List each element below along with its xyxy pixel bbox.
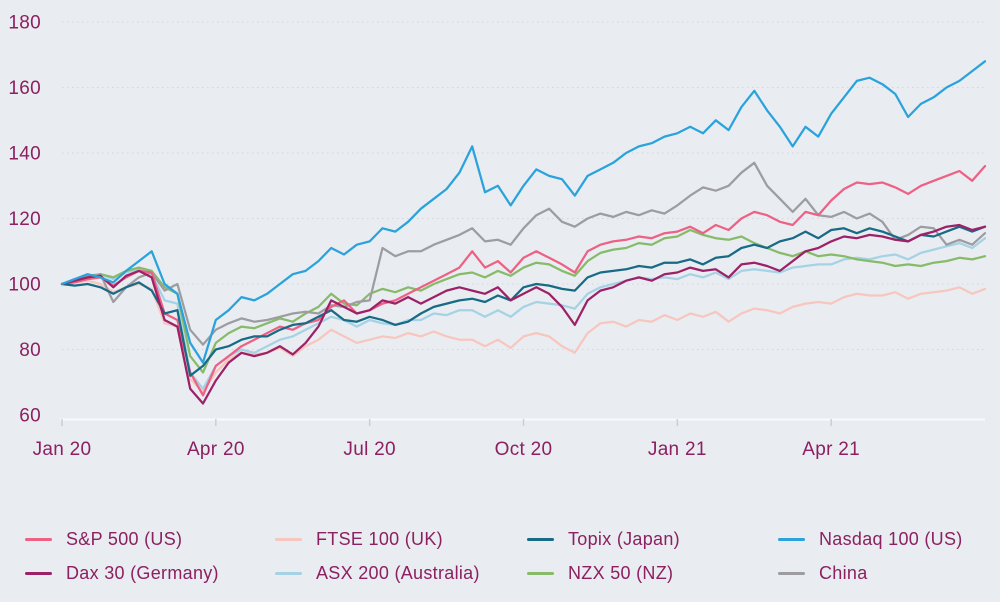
y-tick-label-80: 80 bbox=[19, 340, 41, 361]
series-line-china bbox=[60, 161, 987, 346]
series-line-dax-30-germany bbox=[60, 223, 987, 405]
series-line-asx-200-australia bbox=[60, 237, 987, 390]
y-tick-label-120: 120 bbox=[8, 209, 41, 230]
x-tick-label-jul-20: Jul 20 bbox=[343, 439, 396, 460]
x-tick-label-jan-20: Jan 20 bbox=[33, 439, 92, 460]
x-tick-label-apr-20: Apr 20 bbox=[187, 439, 245, 460]
y-tick-label-140: 140 bbox=[8, 144, 41, 165]
y-tick-label-60: 60 bbox=[19, 406, 41, 427]
x-tick-label-apr-21: Apr 21 bbox=[802, 439, 860, 460]
series-line-topix-japan bbox=[60, 225, 987, 377]
y-tick-label-180: 180 bbox=[8, 13, 41, 34]
series-line-s-p-500-us bbox=[60, 164, 987, 397]
series-line-nasdaq-100-us bbox=[60, 60, 987, 364]
series-line-nzx-50-nz bbox=[60, 228, 987, 374]
y-tick-label-160: 160 bbox=[8, 78, 41, 99]
series-line-ftse-100-uk bbox=[60, 279, 987, 394]
y-tick-label-100: 100 bbox=[8, 275, 41, 296]
x-tick-label-jan-21: Jan 21 bbox=[648, 439, 707, 460]
x-tick-label-oct-20: Oct 20 bbox=[495, 439, 553, 460]
